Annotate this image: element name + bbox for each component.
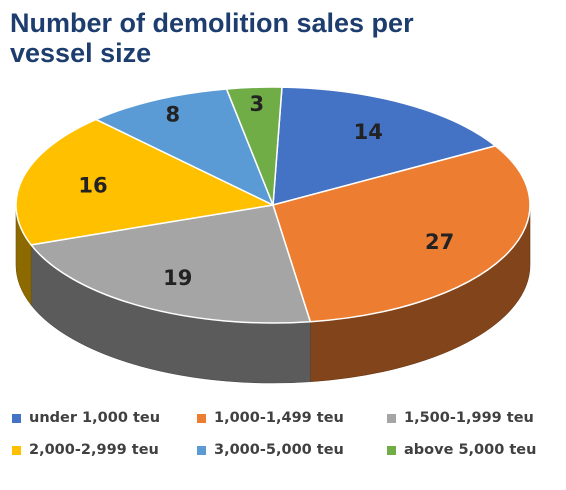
legend-label: 1,000-1,499 teu [214,410,344,426]
legend-item: 2,000-2,999 teu [12,442,197,458]
legend-label: under 1,000 teu [29,410,161,426]
slice-value-label: 16 [78,173,107,197]
legend-item: 3,000-5,000 teu [197,442,387,458]
legend-swatch [197,413,206,423]
legend-swatch [12,445,21,455]
legend-item: under 1,000 teu [12,410,197,426]
legend-swatch [387,413,396,423]
legend-label: 2,000-2,999 teu [29,442,159,458]
pie-slice [30,204,312,324]
pie-slice [272,145,531,323]
legend-item: 1,500-1,999 teu [387,410,557,426]
legend-swatch [387,445,396,455]
legend-label: 3,000-5,000 teu [214,442,344,458]
chart-title: Number of demolition sales per vessel si… [10,8,414,68]
slice-value-label: 19 [163,266,192,290]
legend-label: 1,500-1,999 teu [404,410,534,426]
slice-value-label: 14 [354,120,383,144]
slice-value-label: 8 [165,103,180,127]
pie-slice [225,86,283,206]
legend-label: above 5,000 teu [404,442,537,458]
legend-swatch [197,445,206,455]
pie-slice [272,86,497,206]
pie-slice [95,88,274,206]
chart-legend: under 1,000 teu 1,000-1,499 teu 1,500-1,99… [12,410,560,458]
legend-item: 1,000-1,499 teu [197,410,387,426]
legend-item: above 5,000 teu [387,442,557,458]
legend-swatch [12,413,21,423]
slice-value-label: 3 [249,92,264,116]
slice-value-label: 27 [425,230,454,254]
pie-slice [15,118,274,246]
pie-chart: 14 27 19 16 8 3 [15,86,531,384]
